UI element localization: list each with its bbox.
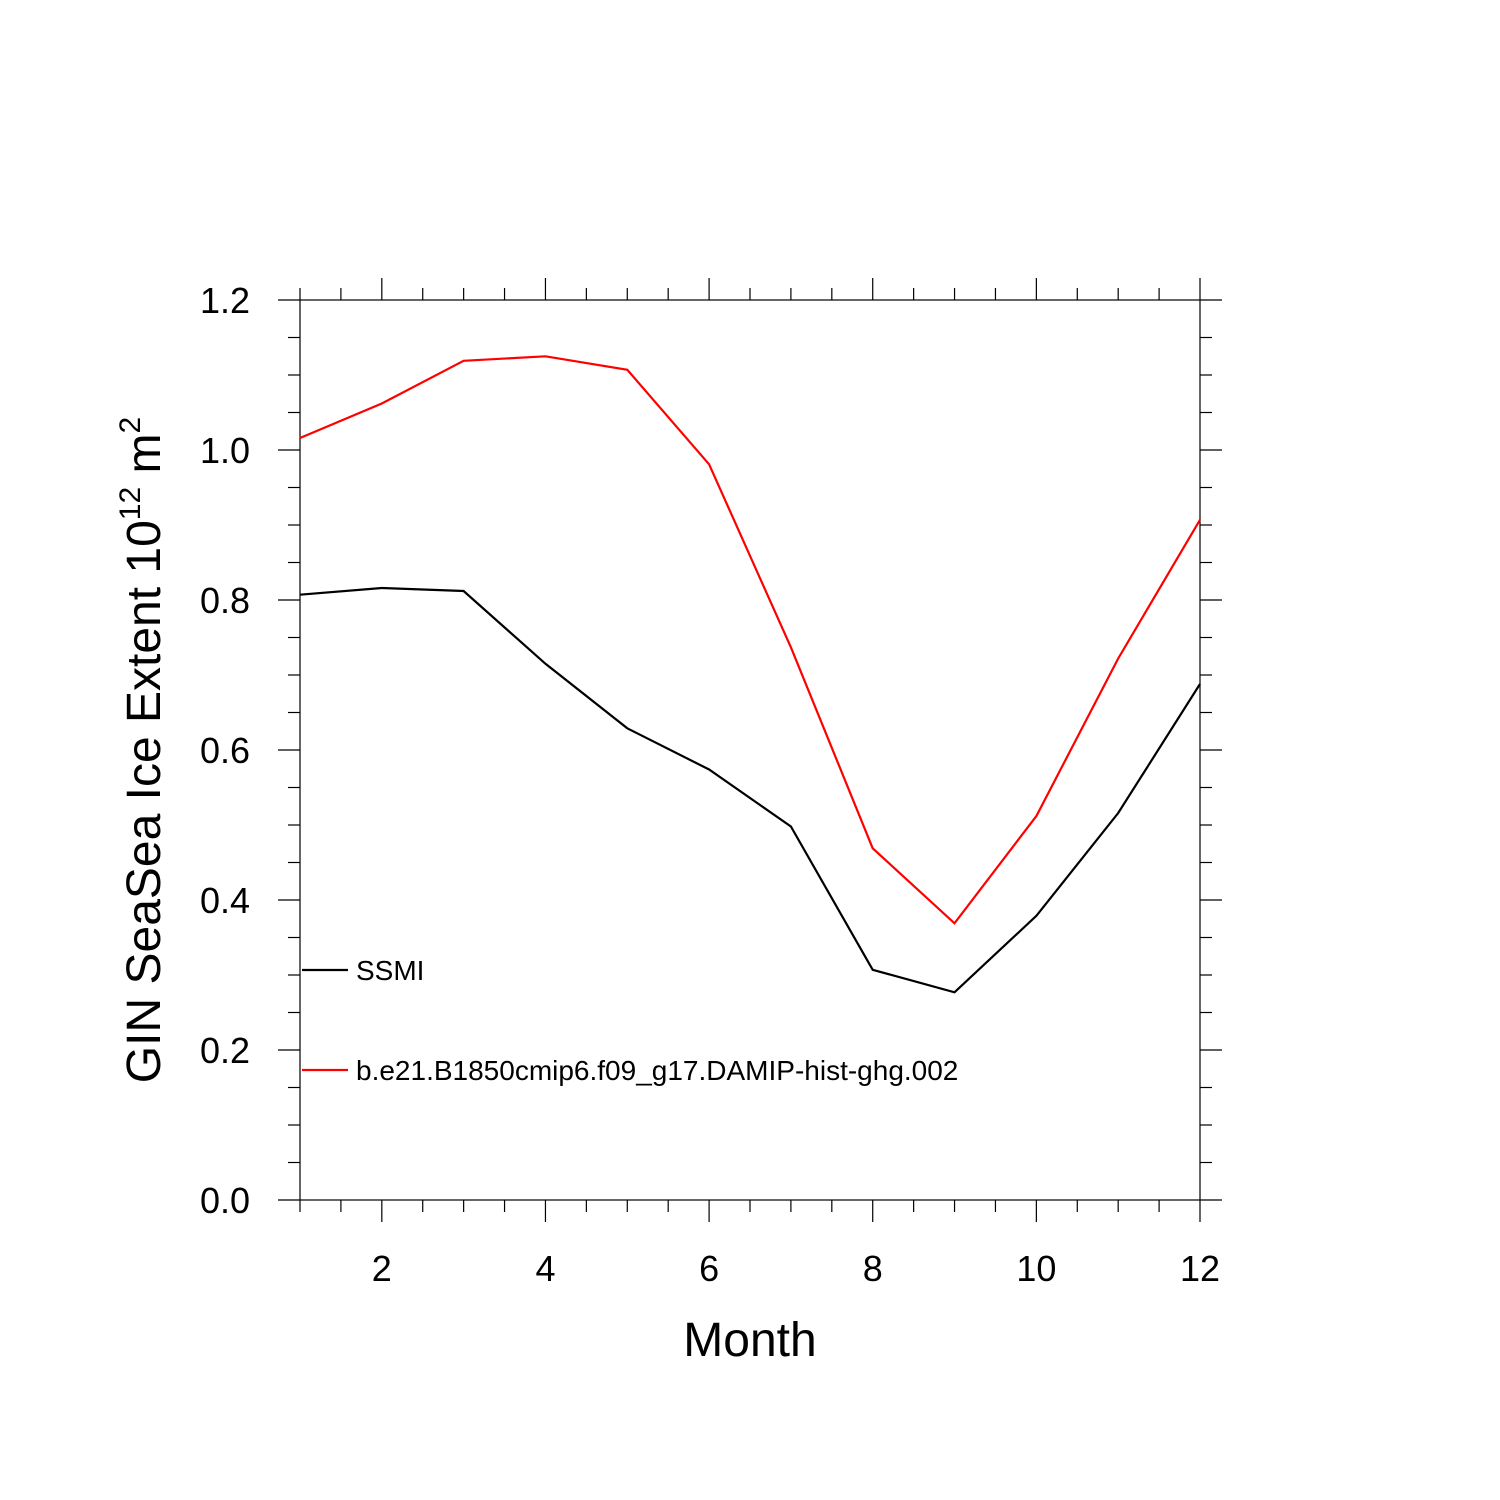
x-tick-label: 8	[863, 1248, 883, 1289]
y-tick-label: 0.2	[200, 1030, 250, 1071]
y-axis-title-text: GIN SeaSea Ice Extent 10	[118, 520, 171, 1083]
series-lines	[299, 355, 1201, 994]
x-tick-label: 6	[699, 1248, 719, 1289]
y-axis-title-exponent: 12	[114, 487, 147, 520]
legend-label: b.e21.B1850cmip6.f09_g17.DAMIP-hist-ghg.…	[356, 1055, 958, 1086]
y-tick-label: 1.0	[200, 430, 250, 471]
series-line-2	[299, 355, 1201, 925]
y-tick-label: 1.2	[200, 280, 250, 321]
x-tick-label: 12	[1180, 1248, 1220, 1289]
x-tick-label: 2	[372, 1248, 392, 1289]
y-tick-label: 0.4	[200, 880, 250, 921]
legend-label: SSMI	[356, 955, 424, 986]
y-axis-title: GIN SeaSea Ice Extent 1012 m2	[114, 417, 171, 1083]
y-tick-label: 0.8	[200, 580, 250, 621]
y-axis-title-unit-exponent: 2	[114, 417, 147, 434]
legend: SSMI b.e21.B1850cmip6.f09_g17.DAMIP-hist-…	[302, 955, 958, 1086]
y-tick-label: 0.0	[200, 1180, 250, 1221]
y-axis-title-unit: m	[118, 433, 171, 486]
series-line-1	[299, 586, 1201, 994]
x-tick-label: 4	[535, 1248, 555, 1289]
x-tick-label: 10	[1016, 1248, 1056, 1289]
axis-ticks: 2 4 6 8 10 12 0.0 0.2 0.4 0.6 0.8 1.0 1.2	[200, 278, 1222, 1289]
y-tick-label: 0.6	[200, 730, 250, 771]
x-axis-title: Month	[683, 1314, 816, 1367]
